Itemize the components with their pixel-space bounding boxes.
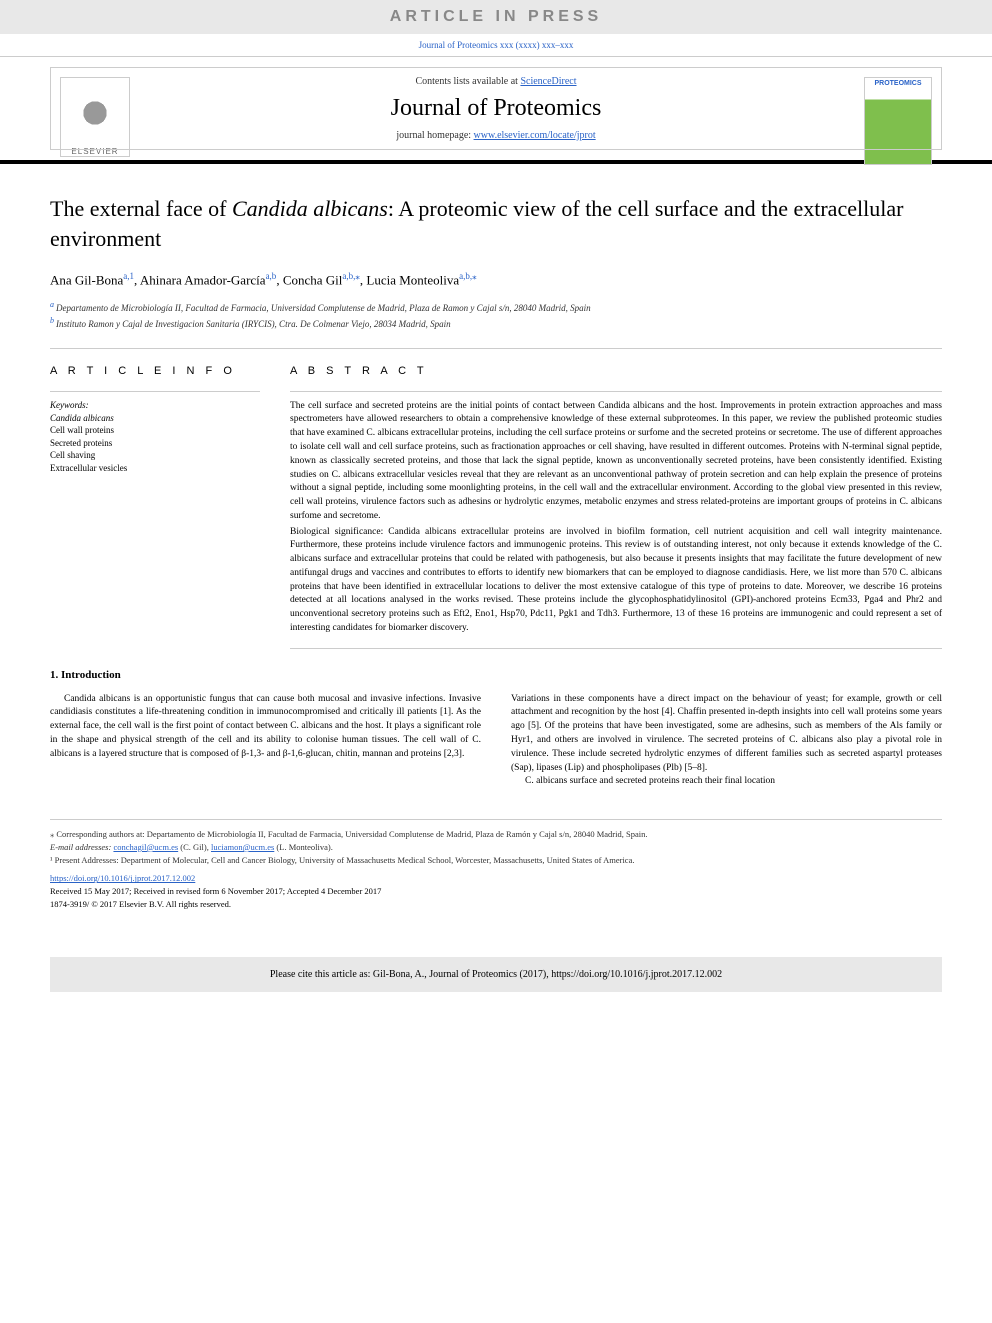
doi-link[interactable]: https://doi.org/10.1016/j.jprot.2017.12.…: [50, 873, 195, 883]
main-content: The external face of Candida albicans: A…: [0, 164, 992, 941]
homepage-link[interactable]: www.elsevier.com/locate/jprot: [474, 130, 596, 141]
author-sup: a,b,⁎: [342, 271, 360, 281]
affiliations: a Departamento de Microbiología II, Facu…: [50, 299, 942, 332]
author-sup: a,b,⁎: [459, 271, 477, 281]
intro-col2-p2: C. albicans surface and secreted protein…: [511, 775, 942, 789]
email-link-1[interactable]: conchagil@ucm.es: [113, 842, 178, 852]
email-name-1: (C. Gil),: [178, 842, 211, 852]
keyword: Cell shaving: [50, 449, 260, 462]
body-col-right: Variations in these components have a di…: [511, 693, 942, 789]
journal-info-line: Journal of Proteomics xxx (xxxx) xxx–xxx: [0, 34, 992, 56]
abstract-p1: The cell surface and secreted proteins a…: [290, 400, 942, 524]
info-abstract-row: A R T I C L E I N F O Keywords: Candida …: [50, 365, 942, 649]
keyword: Secreted proteins: [50, 437, 260, 450]
divider-small: [50, 391, 260, 392]
article-title: The external face of Candida albicans: A…: [50, 194, 942, 253]
abstract-heading: A B S T R A C T: [290, 365, 942, 377]
abstract-p2: Biological significance: Candida albican…: [290, 526, 942, 636]
author-sup: a,b: [266, 271, 277, 281]
keywords-list: Candida albicansCell wall proteinsSecret…: [50, 412, 260, 475]
contents-lists-line: Contents lists available at ScienceDirec…: [71, 76, 921, 87]
journal-header: ELSEVIER PROTEOMICS Contents lists avail…: [0, 56, 992, 164]
sciencedirect-link[interactable]: ScienceDirect: [520, 76, 576, 87]
copyright-line: 1874-3919/ © 2017 Elsevier B.V. All righ…: [50, 898, 942, 911]
article-in-press-banner: ARTICLE IN PRESS: [0, 0, 992, 34]
cite-box: Please cite this article as: Gil-Bona, A…: [50, 957, 942, 992]
email-name-2: (L. Monteoliva).: [274, 842, 333, 852]
author: Lucia Monteoliva: [366, 273, 459, 288]
journal-header-inner: Contents lists available at ScienceDirec…: [50, 67, 942, 150]
footnote-addresses: ¹ Present Addresses: Department of Molec…: [50, 854, 942, 867]
article-info-col: A R T I C L E I N F O Keywords: Candida …: [50, 365, 260, 649]
journal-homepage-line: journal homepage: www.elsevier.com/locat…: [71, 130, 921, 141]
title-pre: The external face of: [50, 196, 232, 221]
affiliation: a Departamento de Microbiología II, Facu…: [50, 299, 942, 316]
email-label: E-mail addresses:: [50, 842, 113, 852]
keyword: Candida albicans: [50, 412, 260, 425]
keyword: Extracellular vesicles: [50, 462, 260, 475]
keywords-label: Keywords:: [50, 400, 260, 410]
received-line: Received 15 May 2017; Received in revise…: [50, 885, 942, 898]
doi-info: https://doi.org/10.1016/j.jprot.2017.12.…: [50, 872, 942, 910]
affiliation-sup: b: [50, 316, 56, 325]
intro-col2-p1: Variations in these components have a di…: [511, 693, 942, 776]
author: Ahinara Amador-García: [140, 273, 266, 288]
affiliation-sup: a: [50, 300, 56, 309]
affiliation: b Instituto Ramon y Cajal de Investigaci…: [50, 315, 942, 332]
body-columns: Candida albicans is an opportunistic fun…: [50, 693, 942, 789]
divider-small-2: [290, 391, 942, 392]
body-col-left: Candida albicans is an opportunistic fun…: [50, 693, 481, 789]
journal-name: Journal of Proteomics: [71, 95, 921, 122]
homepage-pre: journal homepage:: [396, 130, 473, 141]
author: Concha Gil: [283, 273, 343, 288]
intro-col1-text: Candida albicans is an opportunistic fun…: [50, 693, 481, 762]
footnote-corresponding: ⁎ Corresponding authors at: Departamento…: [50, 828, 942, 841]
divider-small-3: [290, 648, 942, 649]
keyword: Cell wall proteins: [50, 424, 260, 437]
contents-lists-pre: Contents lists available at: [415, 76, 520, 87]
footnotes: ⁎ Corresponding authors at: Departamento…: [50, 819, 942, 866]
authors-line: Ana Gil-Bonaa,1, Ahinara Amador-Garcíaa,…: [50, 271, 942, 288]
abstract-col: A B S T R A C T The cell surface and sec…: [290, 365, 942, 649]
author: Ana Gil-Bona: [50, 273, 123, 288]
author-sup: a,1: [123, 271, 134, 281]
divider: [50, 348, 942, 349]
footnote-emails: E-mail addresses: conchagil@ucm.es (C. G…: [50, 841, 942, 854]
intro-heading: 1. Introduction: [50, 669, 942, 681]
article-info-heading: A R T I C L E I N F O: [50, 365, 260, 377]
title-species: Candida albicans: [232, 196, 388, 221]
email-link-2[interactable]: luciamon@ucm.es: [211, 842, 274, 852]
